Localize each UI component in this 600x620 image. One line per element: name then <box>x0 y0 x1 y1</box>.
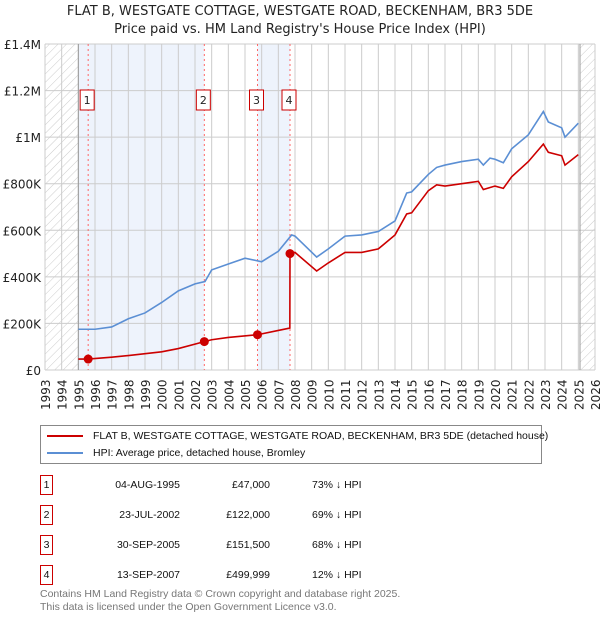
x-tick-label: 1999 <box>139 379 153 410</box>
hatched-no-data <box>580 44 595 370</box>
x-tick-label: 2009 <box>306 379 320 410</box>
sale-number: 4 <box>40 565 53 585</box>
x-tick-label: 2001 <box>172 379 186 410</box>
sale-label: 3 <box>253 94 260 107</box>
sale-date: 23-JUL-2002 <box>119 509 180 521</box>
y-tick-label: £200K <box>3 317 43 331</box>
chart-title: FLAT B, WESTGATE COTTAGE, WESTGATE ROAD,… <box>66 4 534 19</box>
sale-number: 2 <box>40 505 53 525</box>
shaded-period <box>78 44 205 370</box>
x-tick-label: 2012 <box>356 379 370 410</box>
x-tick-label: 2026 <box>589 379 600 410</box>
x-tick-label: 1996 <box>89 379 103 410</box>
x-tick-label: 2025 <box>572 379 586 410</box>
x-tick-label: 2005 <box>239 379 253 410</box>
x-tick-label: 2004 <box>222 379 236 410</box>
chart-subtitle: Price paid vs. HM Land Registry's House … <box>114 22 486 37</box>
y-tick-label: £1M <box>15 131 41 145</box>
hpi-line <box>78 109 579 331</box>
sale-point <box>285 249 295 259</box>
legend-swatch-blue <box>47 452 83 454</box>
x-tick-label: 2021 <box>506 379 520 410</box>
x-tick-label: 2010 <box>322 379 336 410</box>
y-tick-label: £400K <box>3 271 43 285</box>
x-tick-label: 2018 <box>456 379 470 410</box>
x-tick-label: 2000 <box>156 379 170 410</box>
x-tick-label: 1994 <box>56 379 70 410</box>
sale-label: 1 <box>84 94 91 107</box>
x-tick-label: 2002 <box>189 379 203 410</box>
sale-row: 2 23-JUL-2002 £122,000 69% ↓ HPI <box>40 505 440 525</box>
sale-hpi-diff: 69% ↓ HPI <box>312 509 362 521</box>
sale-label-box <box>195 89 211 111</box>
x-tick-label: 2022 <box>522 379 536 410</box>
sale-label: 2 <box>200 94 207 107</box>
x-tick-label: 2008 <box>289 379 303 410</box>
x-tick-label: 2013 <box>372 379 386 410</box>
y-tick-label: £800K <box>3 178 43 192</box>
sale-hpi-diff: 68% ↓ HPI <box>312 539 362 551</box>
sale-price: £499,999 <box>226 569 270 581</box>
sale-row: 1 04-AUG-1995 £47,000 73% ↓ HPI <box>40 475 440 495</box>
x-tick-label: 1998 <box>122 379 136 410</box>
x-tick-label: 2007 <box>272 379 286 410</box>
legend: FLAT B, WESTGATE COTTAGE, WESTGATE ROAD,… <box>40 425 548 464</box>
sale-hpi-diff: 73% ↓ HPI <box>312 479 362 491</box>
sale-date: 30-SEP-2005 <box>116 539 180 551</box>
x-tick-label: 2003 <box>206 379 220 410</box>
sale-row: 4 13-SEP-2007 £499,999 12% ↓ HPI <box>40 565 440 585</box>
sale-label-box <box>79 89 95 111</box>
legend-label: FLAT B, WESTGATE COTTAGE, WESTGATE ROAD,… <box>93 430 549 442</box>
legend-item-hpi: HPI: Average price, detached house, Brom… <box>47 446 305 460</box>
y-tick-label: £600K <box>3 224 43 238</box>
x-tick-label: 2017 <box>439 379 453 410</box>
x-tick-label: 2011 <box>339 379 353 410</box>
sale-price: £47,000 <box>232 479 270 491</box>
x-tick-label: 2023 <box>539 379 553 410</box>
x-tick-label: 1993 <box>39 379 53 410</box>
y-tick-label: £1.4M <box>4 38 41 52</box>
x-tick-label: 2015 <box>406 379 420 410</box>
sale-label-box <box>281 89 297 111</box>
sale-row: 3 30-SEP-2005 £151,500 68% ↓ HPI <box>40 535 440 555</box>
y-tick-label: £0 <box>26 364 41 378</box>
footer-line: This data is licensed under the Open Gov… <box>40 601 337 613</box>
legend-swatch-red <box>47 435 83 437</box>
footer: Contains HM Land Registry data © Crown c… <box>40 588 400 614</box>
x-tick-label: 2016 <box>422 379 436 410</box>
sale-point <box>83 354 93 364</box>
sale-label-box <box>249 89 264 111</box>
x-tick-label: 2014 <box>389 379 403 410</box>
x-tick-label: 2024 <box>556 379 570 410</box>
sale-number: 1 <box>40 475 53 495</box>
sale-number: 3 <box>40 535 53 555</box>
x-tick-label: 2019 <box>472 379 486 410</box>
sale-point <box>253 330 262 340</box>
sale-date: 04-AUG-1995 <box>115 479 180 491</box>
x-tick-label: 1997 <box>106 379 120 410</box>
legend-label: HPI: Average price, detached house, Brom… <box>93 447 306 459</box>
y-tick-label: £1.2M <box>4 85 41 99</box>
x-tick-label: 2020 <box>489 379 503 410</box>
x-tick-label: 2006 <box>256 379 270 410</box>
sale-price: £122,000 <box>226 509 270 521</box>
sale-date: 13-SEP-2007 <box>116 569 180 581</box>
x-tick-label: 1995 <box>72 379 86 410</box>
footer-line: Contains HM Land Registry data © Crown c… <box>40 588 401 600</box>
sale-price: £151,500 <box>226 539 270 551</box>
plot-area: 1993 1994 1995 1996 1997 1998 1999 2000 2001 2002… <box>3 38 600 410</box>
legend-item-property: FLAT B, WESTGATE COTTAGE, WESTGATE ROAD,… <box>47 429 548 443</box>
sale-hpi-diff: 12% ↓ HPI <box>312 569 362 581</box>
sale-point <box>199 337 209 347</box>
sale-label: 4 <box>286 94 293 107</box>
